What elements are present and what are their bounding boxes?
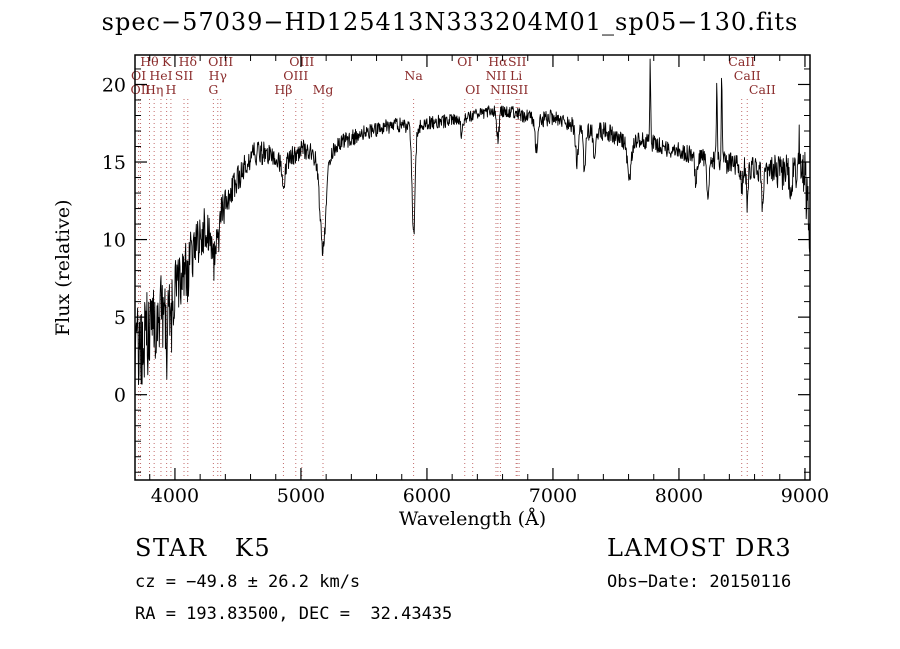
spectral-line-label: OI	[131, 68, 146, 83]
x-tick-label: 6000	[403, 485, 451, 507]
plot-frame	[134, 54, 811, 481]
spectral-line-label: H	[165, 82, 176, 97]
x-axis-label: Wavelength (Å)	[398, 508, 547, 530]
y-tick-label: 10	[102, 230, 126, 252]
spectral-line-label: SII	[510, 82, 529, 97]
spectral-line-label: Hδ	[179, 54, 197, 69]
spectral-line-label: SII	[508, 54, 527, 69]
ra-dec-label: RA = 193.83500, DEC = 32.43435	[135, 604, 453, 624]
spectral-line-label: K	[162, 54, 172, 69]
spectral-line-label: Na	[404, 68, 423, 83]
page-title: spec−57039−HD125413N333204M01_sp05−130.f…	[101, 8, 799, 36]
x-tick-label: 8000	[655, 485, 703, 507]
spectral-line-label: HeI	[149, 68, 172, 83]
y-tick-label: 0	[114, 385, 126, 407]
spectral-line-label: OI	[457, 54, 472, 69]
spectral-line-label: Hα	[488, 54, 508, 69]
spectral-line-label: G	[208, 82, 218, 97]
spectral-line-label: SII	[175, 68, 194, 83]
spectral-line-label: CaII	[749, 82, 776, 97]
y-tick-label: 5	[114, 307, 126, 329]
object-class-label: STAR K5	[135, 534, 272, 562]
y-tick-label: 20	[102, 74, 126, 96]
obs-date-label: Obs−Date: 20150116	[607, 572, 792, 592]
survey-release-label: LAMOST DR3	[607, 534, 793, 562]
spectral-line-label: Li	[510, 68, 522, 83]
radial-velocity-label: cz = −49.8 ± 26.2 km/s	[135, 572, 361, 592]
spectrum-trace	[134, 58, 811, 386]
y-axis-label: Flux (relative)	[52, 199, 74, 336]
x-tick-label: 5000	[277, 485, 325, 507]
spectral-line-label: CaII	[734, 68, 761, 83]
spectral-line-label: Hη	[145, 82, 163, 97]
spectral-line-label: Mg	[313, 82, 334, 97]
spectral-line-label: Hβ	[274, 82, 292, 97]
x-tick-label: 9000	[781, 485, 829, 507]
spectral-line-label: OIII	[283, 68, 308, 83]
spectral-line-label: Hθ	[140, 54, 158, 69]
spectral-line-label: OI	[465, 82, 480, 97]
spectral-line-label: Hγ	[209, 68, 227, 83]
spectral-line-label: OIII	[208, 54, 233, 69]
spectral-line-label: OIII	[289, 54, 314, 69]
spectral-line-label: NII	[486, 68, 507, 83]
spectral-line-label: CaII	[728, 54, 755, 69]
x-tick-label: 4000	[151, 485, 199, 507]
spectral-line-label: NII	[490, 82, 511, 97]
y-tick-label: 15	[102, 152, 126, 174]
x-tick-label: 7000	[529, 485, 577, 507]
